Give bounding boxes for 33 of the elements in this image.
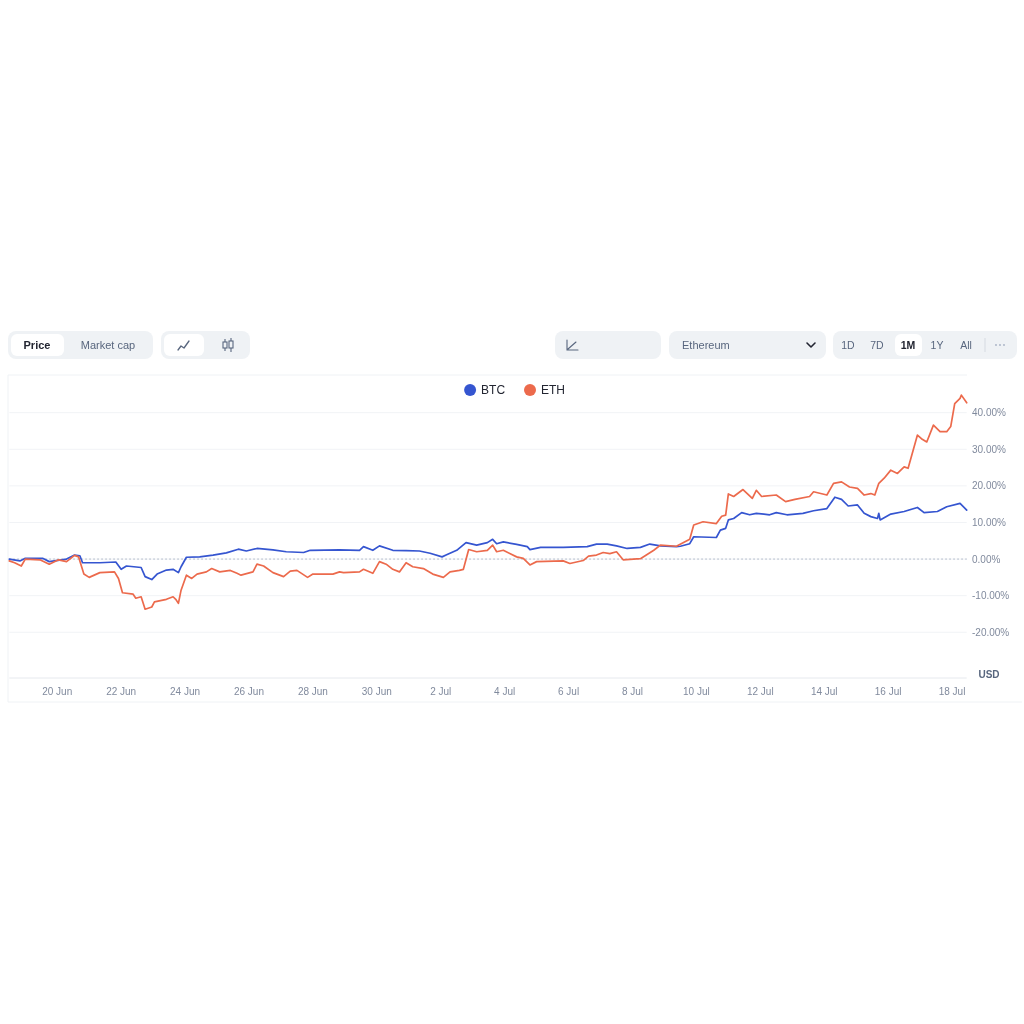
- x-tick-label: 2 Jul: [430, 685, 452, 697]
- x-tick-label: 6 Jul: [558, 685, 580, 697]
- y-tick-label: 0.00%: [972, 553, 1001, 565]
- text: 7D: [870, 339, 885, 351]
- text: 1M: [900, 339, 916, 351]
- text: Ethereum: [682, 339, 730, 351]
- y-tick-label: 10.00%: [972, 516, 1007, 528]
- x-tick-label: 14 Jul: [810, 685, 838, 697]
- x-tick-label: 12 Jul: [746, 685, 774, 697]
- x-tick-label: 26 Jun: [233, 685, 264, 697]
- y-tick-label: -20.00%: [972, 626, 1010, 638]
- y-tick-label: 30.00%: [972, 443, 1007, 455]
- text: 1D: [841, 339, 856, 351]
- y-tick-label: 40.00%: [972, 407, 1007, 419]
- x-tick-label: 4 Jul: [494, 685, 516, 697]
- text: Market cap: [80, 339, 136, 351]
- x-tick-label: 22 Jun: [106, 685, 137, 697]
- x-tick-label: 10 Jul: [683, 685, 710, 697]
- text: USD: [978, 668, 1000, 680]
- y-tick-label: 20.00%: [972, 480, 1007, 492]
- text: 1Y: [930, 339, 944, 351]
- legend-label: BTC: [481, 383, 506, 397]
- legend-label: ETH: [541, 383, 565, 397]
- x-tick-label: 28 Jun: [297, 685, 328, 697]
- text: Price: [23, 339, 51, 351]
- y-tick-label: -10.00%: [972, 590, 1010, 602]
- x-tick-label: 30 Jun: [361, 685, 392, 697]
- x-tick-label: 8 Jul: [621, 685, 644, 697]
- x-tick-label: 18 Jul: [938, 685, 966, 697]
- text: All: [960, 339, 972, 351]
- x-tick-label: 16 Jul: [874, 685, 902, 697]
- x-tick-label: 24 Jun: [170, 685, 201, 697]
- x-tick-label: 20 Jun: [42, 685, 73, 697]
